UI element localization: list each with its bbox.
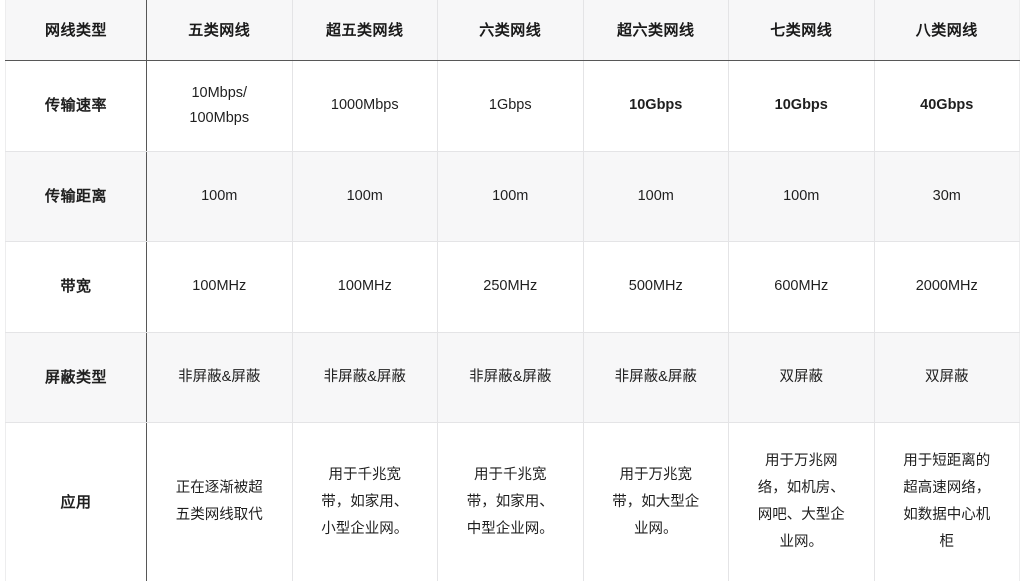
cell-shielding-cat5e: 非屏蔽&屏蔽 [292, 332, 438, 424]
cell-distance-cat5: 100m [146, 151, 293, 243]
column-header-cable-type: 网线类型 [5, 0, 147, 61]
cell-speed-cat5e: 1000Mbps [292, 60, 438, 152]
table-row-transmission-speed: 传输速率 10Mbps/ 100Mbps 1000Mbps 1Gbps 10Gb… [5, 60, 1020, 152]
cell-application-cat8: 用于短距离的 超高速网络， 如数据中心机 柜 [874, 422, 1020, 581]
cell-shielding-cat5: 非屏蔽&屏蔽 [146, 332, 293, 424]
table-row-transmission-distance: 传输距离 100m 100m 100m 100m 100m 30m [5, 151, 1020, 243]
cell-application-cat6: 用于千兆宽 带，如家用、 中型企业网。 [437, 422, 584, 581]
cell-bandwidth-cat6: 250MHz [437, 241, 584, 333]
cell-distance-cat7: 100m [728, 151, 875, 243]
table-body: 传输速率 10Mbps/ 100Mbps 1000Mbps 1Gbps 10Gb… [5, 60, 1020, 581]
cell-speed-cat8: 40Gbps [874, 60, 1020, 152]
cell-distance-cat6: 100m [437, 151, 584, 243]
table-row-bandwidth: 带宽 100MHz 100MHz 250MHz 500MHz 600MHz 20… [5, 241, 1020, 333]
header-row: 网线类型 五类网线 超五类网线 六类网线 超六类网线 七类网线 八类网线 [5, 0, 1020, 61]
cell-speed-cat6a: 10Gbps [583, 60, 729, 152]
cell-shielding-cat8: 双屏蔽 [874, 332, 1020, 424]
table-row-application: 应用 正在逐渐被超 五类网线取代 用于千兆宽 带，如家用、 小型企业网。 用于千… [5, 422, 1020, 581]
cell-distance-cat5e: 100m [292, 151, 438, 243]
cell-speed-cat7: 10Gbps [728, 60, 875, 152]
column-header-cat6a: 超六类网线 [583, 0, 729, 61]
row-label-shielding-type: 屏蔽类型 [5, 332, 147, 424]
column-header-cat7: 七类网线 [728, 0, 875, 61]
cell-shielding-cat6: 非屏蔽&屏蔽 [437, 332, 584, 424]
cell-speed-cat6: 1Gbps [437, 60, 584, 152]
cell-distance-cat8: 30m [874, 151, 1020, 243]
cell-application-cat7: 用于万兆网 络，如机房、 网吧、大型企 业网。 [728, 422, 875, 581]
cell-application-cat5: 正在逐渐被超 五类网线取代 [146, 422, 293, 581]
cell-application-cat6a: 用于万兆宽 带，如大型企 业网。 [583, 422, 729, 581]
cell-distance-cat6a: 100m [583, 151, 729, 243]
column-header-cat8: 八类网线 [874, 0, 1020, 61]
table-row-shielding-type: 屏蔽类型 非屏蔽&屏蔽 非屏蔽&屏蔽 非屏蔽&屏蔽 非屏蔽&屏蔽 双屏蔽 双屏蔽 [5, 332, 1020, 424]
cell-bandwidth-cat5e: 100MHz [292, 241, 438, 333]
row-label-transmission-speed: 传输速率 [5, 60, 147, 152]
cell-application-cat5e: 用于千兆宽 带，如家用、 小型企业网。 [292, 422, 438, 581]
network-cable-comparison-table: 网线类型 五类网线 超五类网线 六类网线 超六类网线 七类网线 八类网线 传输速… [5, 0, 1020, 581]
cell-speed-cat5: 10Mbps/ 100Mbps [146, 60, 293, 152]
row-label-transmission-distance: 传输距离 [5, 151, 147, 243]
cell-bandwidth-cat6a: 500MHz [583, 241, 729, 333]
column-header-cat5: 五类网线 [146, 0, 293, 61]
cell-bandwidth-cat8: 2000MHz [874, 241, 1020, 333]
column-header-cat5e: 超五类网线 [292, 0, 438, 61]
row-label-bandwidth: 带宽 [5, 241, 147, 333]
cell-bandwidth-cat7: 600MHz [728, 241, 875, 333]
column-header-cat6: 六类网线 [437, 0, 584, 61]
table-header: 网线类型 五类网线 超五类网线 六类网线 超六类网线 七类网线 八类网线 [5, 0, 1020, 61]
cell-shielding-cat6a: 非屏蔽&屏蔽 [583, 332, 729, 424]
cell-shielding-cat7: 双屏蔽 [728, 332, 875, 424]
cell-bandwidth-cat5: 100MHz [146, 241, 293, 333]
row-label-application: 应用 [5, 422, 147, 581]
